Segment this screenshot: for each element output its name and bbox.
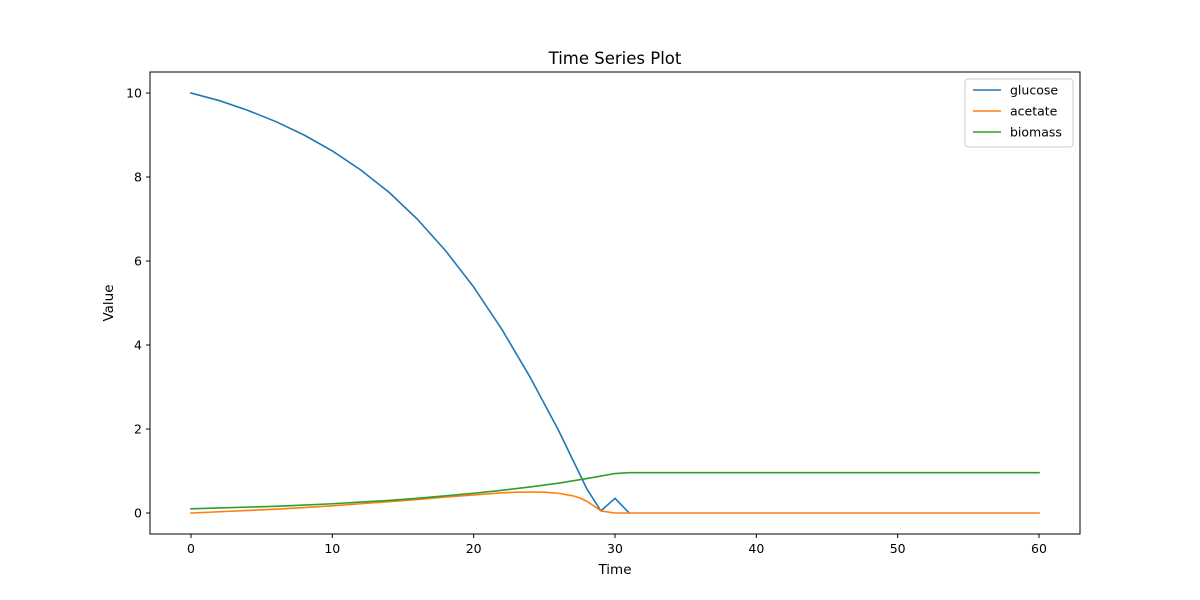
x-axis: 0 10 20 30 40 50 60 [187, 534, 1047, 556]
x-tick-label: 60 [1031, 541, 1047, 556]
x-tick-label: 10 [324, 541, 340, 556]
x-tick-label: 0 [187, 541, 195, 556]
chart-title: Time Series Plot [548, 49, 682, 68]
y-tick-label: 8 [134, 170, 142, 185]
x-tick-label: 30 [607, 541, 623, 556]
x-tick-label: 40 [748, 541, 764, 556]
plot-area [190, 92, 1040, 515]
series-line-acetate [190, 491, 1040, 514]
y-tick-label: 6 [134, 254, 142, 269]
legend-label-acetate: acetate [1010, 104, 1058, 119]
x-axis-label: Time [597, 562, 631, 578]
legend-label-biomass: biomass [1010, 125, 1062, 140]
legend: glucose acetate biomass [964, 78, 1074, 148]
y-tick-label: 4 [134, 338, 142, 353]
x-tick-label: 50 [890, 541, 906, 556]
legend-box [964, 78, 1074, 148]
y-tick-label: 0 [134, 506, 142, 521]
y-tick-label: 2 [134, 422, 142, 437]
y-axis: 0 2 4 6 8 10 [126, 86, 150, 521]
y-tick-label: 10 [126, 86, 142, 101]
series-line-biomass [190, 471, 1040, 510]
x-tick-label: 20 [466, 541, 482, 556]
series-line-glucose [190, 92, 631, 515]
y-axis-label: Value [101, 284, 117, 321]
legend-label-glucose: glucose [1010, 83, 1058, 98]
